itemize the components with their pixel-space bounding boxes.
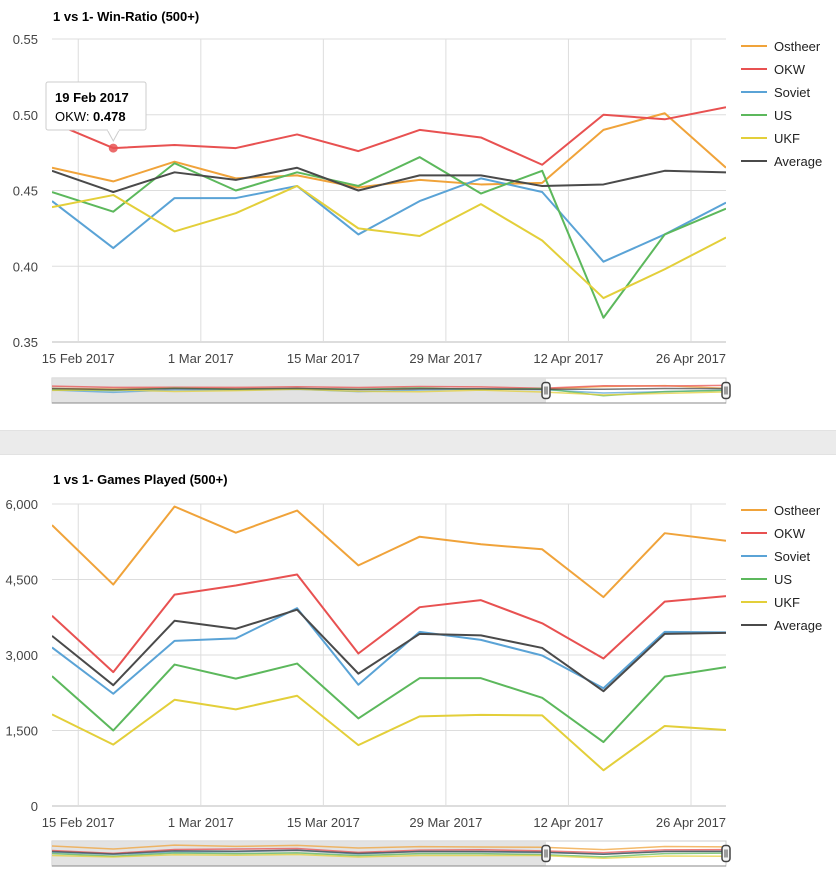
navigator-series-average <box>51 387 727 391</box>
legend-item-average[interactable]: Average <box>774 618 822 633</box>
legend-item-us[interactable]: US <box>774 108 792 123</box>
tooltip-box <box>45 81 147 131</box>
legend-item-ostheer[interactable]: Ostheer <box>774 503 821 518</box>
y-tick-label: 0.55 <box>13 32 38 47</box>
navigator-left-handle[interactable] <box>541 844 551 863</box>
win-ratio-chart[interactable]: 1 vs 1- Win-Ratio (500+) 0.35 0.40 0.45 0.50… <box>0 0 836 430</box>
y-tick-label: 0.40 <box>13 259 38 274</box>
tooltip-series-label: OKW: <box>55 109 93 124</box>
legend-item-ostheer[interactable]: Ostheer <box>774 39 821 54</box>
range-navigator[interactable] <box>51 377 731 404</box>
series-line-ukf[interactable] <box>52 184 726 300</box>
games-played-chart-panel: 1 vs 1- Games Played (500+) 0 1,500 3,000 4,… <box>0 455 836 877</box>
x-tick-label: 15 Feb 2017 <box>42 351 115 366</box>
legend-item-soviet[interactable]: Soviet <box>774 549 811 564</box>
tooltip-value-line: OKW: 0.478 <box>55 109 126 124</box>
legend-item-ukf[interactable]: UKF <box>774 131 800 146</box>
tooltip-pointer <box>106 129 121 143</box>
navigator-series-ukf <box>51 853 727 859</box>
chart-divider <box>0 430 836 455</box>
tooltip: 19 Feb 2017 OKW: 0.478 <box>45 81 147 143</box>
navigator-right-handle[interactable] <box>721 844 731 863</box>
legend-item-ukf[interactable]: UKF <box>774 595 800 610</box>
series-line-us[interactable] <box>52 156 726 319</box>
tooltip-date: 19 Feb 2017 <box>55 90 129 105</box>
navigator-series-average <box>51 849 727 856</box>
x-tick-label: 29 Mar 2017 <box>409 351 482 366</box>
x-tick-label: 26 Apr 2017 <box>656 351 726 366</box>
legend-item-soviet[interactable]: Soviet <box>774 85 811 100</box>
legend-item-okw[interactable]: OKW <box>774 62 806 77</box>
y-tick-label: 4,500 <box>5 573 38 588</box>
x-tick-label: 1 Mar 2017 <box>168 815 234 830</box>
hover-point-marker[interactable] <box>108 143 118 153</box>
x-tick-label: 26 Apr 2017 <box>656 815 726 830</box>
series-line-us[interactable] <box>52 662 726 744</box>
tooltip-value: 0.478 <box>93 109 126 124</box>
navigator-series-okw <box>51 847 727 855</box>
navigator-right-handle[interactable] <box>721 381 731 400</box>
series-line-ukf[interactable] <box>52 694 726 772</box>
navigator-left-handle[interactable] <box>541 381 551 400</box>
legend-item-okw[interactable]: OKW <box>774 526 806 541</box>
navigator-series-ukf <box>51 388 727 396</box>
y-tick-label: 6,000 <box>5 497 38 512</box>
range-navigator[interactable] <box>51 840 731 867</box>
x-tick-label: 12 Apr 2017 <box>533 815 603 830</box>
games-played-chart[interactable]: 1 vs 1- Games Played (500+) 0 1,500 3,000 4,… <box>0 455 836 877</box>
win-ratio-chart-panel: 1 vs 1- Win-Ratio (500+) 0.35 0.40 0.45 0.50… <box>0 0 836 430</box>
legend-item-average[interactable]: Average <box>774 154 822 169</box>
tooltip-pointer-mask <box>107 129 119 131</box>
series-group <box>52 106 726 319</box>
x-tick-label: 15 Mar 2017 <box>287 815 360 830</box>
navigator-series-okw <box>51 384 727 389</box>
y-tick-label: 0 <box>31 799 38 814</box>
x-tick-label: 12 Apr 2017 <box>533 351 603 366</box>
series-line-okw[interactable] <box>52 573 726 674</box>
navigator-series-us <box>51 852 727 858</box>
navigator-series-ostheer <box>51 844 727 851</box>
x-tick-label: 15 Mar 2017 <box>287 351 360 366</box>
series-group <box>52 505 726 772</box>
y-tick-label: 0.35 <box>13 335 38 350</box>
series-line-okw[interactable] <box>52 106 726 166</box>
chart-title: 1 vs 1- Win-Ratio (500+) <box>53 9 199 24</box>
legend-item-us[interactable]: US <box>774 572 792 587</box>
series-line-average[interactable] <box>52 166 726 194</box>
series-line-ostheer[interactable] <box>52 112 726 189</box>
y-tick-label: 0.50 <box>13 108 38 123</box>
series-line-soviet[interactable] <box>52 177 726 263</box>
y-tick-label: 3,000 <box>5 648 38 663</box>
y-tick-label: 0.45 <box>13 184 38 199</box>
series-line-ostheer[interactable] <box>52 505 726 599</box>
series-line-soviet[interactable] <box>52 607 726 695</box>
y-tick-label: 1,500 <box>5 724 38 739</box>
x-tick-label: 15 Feb 2017 <box>42 815 115 830</box>
x-tick-label: 1 Mar 2017 <box>168 351 234 366</box>
series-line-average[interactable] <box>52 608 726 693</box>
chart-title: 1 vs 1- Games Played (500+) <box>53 472 228 487</box>
x-tick-label: 29 Mar 2017 <box>409 815 482 830</box>
